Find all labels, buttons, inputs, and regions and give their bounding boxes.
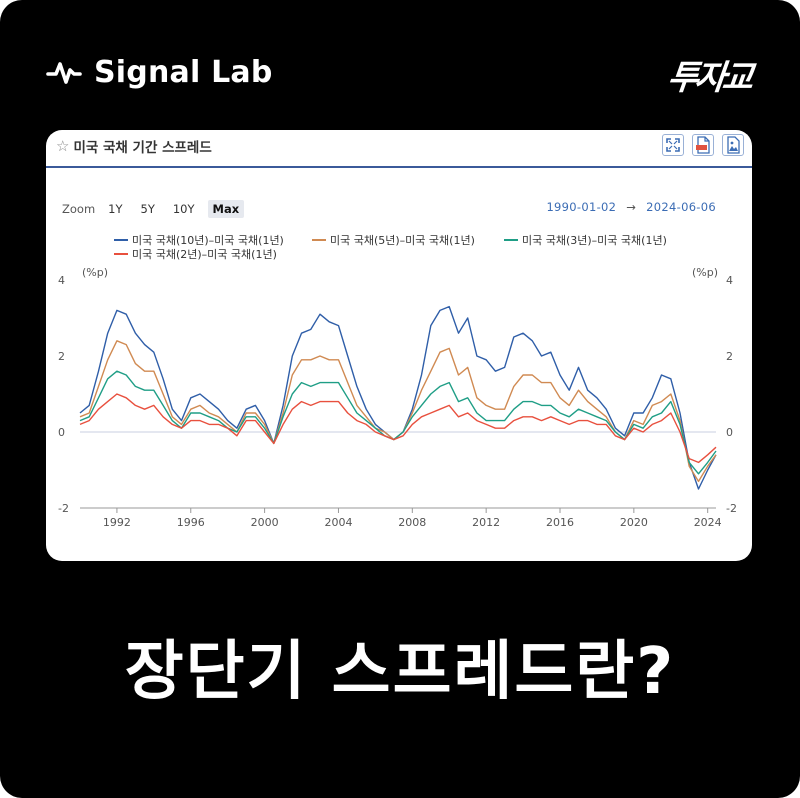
zoom-max-button[interactable]: Max xyxy=(207,200,245,218)
x-tick-label: 2004 xyxy=(324,516,352,529)
legend-item-3y-1y[interactable]: 미국 국채(3년)–미국 국채(1년) xyxy=(504,232,667,248)
y-tick-label-right: 0 xyxy=(726,426,733,439)
y-axis-label-left: (%p) xyxy=(82,266,108,279)
headline: 장단기 스프레드란? xyxy=(124,635,676,709)
series-line-0 xyxy=(79,305,717,490)
brand-logo: 투자교 xyxy=(665,58,752,98)
x-tick-label: 2012 xyxy=(472,516,500,529)
chart-title: ☆ 미국 국채 기간 스프레드 xyxy=(56,136,212,156)
legend-swatch xyxy=(504,239,518,241)
y-tick-label-right: 2 xyxy=(726,350,733,363)
chart-card: ☆ 미국 국채 기간 스프레드 xyxy=(46,130,752,561)
legend-swatch xyxy=(114,253,128,255)
y-tick-label-right: -2 xyxy=(726,502,737,515)
range-start-input[interactable]: 1990-01-02 xyxy=(546,200,617,214)
download-pdf-icon[interactable] xyxy=(692,134,714,156)
y-tick-label-left: 0 xyxy=(58,426,65,439)
series-line-3 xyxy=(79,393,717,464)
x-tick-label: 1992 xyxy=(103,516,131,529)
star-icon[interactable]: ☆ xyxy=(56,137,70,155)
fullscreen-icon[interactable] xyxy=(662,134,684,156)
range-arrow: → xyxy=(626,200,637,214)
zoom-10y-button[interactable]: 10Y xyxy=(172,202,195,216)
y-tick-label-left: 4 xyxy=(58,274,65,287)
zoom-1y-button[interactable]: 1Y xyxy=(108,202,123,216)
y-tick-label-left: 2 xyxy=(58,350,65,363)
chart-card-header: ☆ 미국 국채 기간 스프레드 xyxy=(46,130,752,168)
brand-name: Signal Lab xyxy=(94,54,273,90)
legend-label: 미국 국채(3년)–미국 국채(1년) xyxy=(522,234,667,247)
spread-line-chart: (%p) (%p) -2 -2 0 0 2 2 4 4 1992 1996 2000 2004 2008… xyxy=(58,266,737,529)
y-tick-label-left: -2 xyxy=(58,502,69,515)
pulse-icon xyxy=(46,62,82,84)
range-end-input[interactable]: 2024-06-06 xyxy=(646,200,716,214)
series-line-2 xyxy=(79,370,717,475)
legend-label: 미국 국채(10년)–미국 국채(1년) xyxy=(132,234,284,247)
x-tick-label: 2024 xyxy=(694,516,722,529)
date-range: 1990-01-02 → 2024-06-06 xyxy=(546,200,716,214)
zoom-label: Zoom xyxy=(62,202,96,216)
legend-swatch xyxy=(114,239,128,241)
x-tick-label: 2020 xyxy=(620,516,648,529)
legend-label: 미국 국채(2년)–미국 국채(1년) xyxy=(132,248,277,261)
y-tick-label-right: 4 xyxy=(726,274,733,287)
brand: Signal Lab xyxy=(46,52,273,92)
download-image-icon[interactable] xyxy=(722,134,744,156)
legend-label: 미국 국채(5년)–미국 국채(1년) xyxy=(330,234,475,247)
x-tick-label: 1996 xyxy=(177,516,205,529)
series-line-1 xyxy=(79,340,717,483)
legend-item-10y-1y[interactable]: 미국 국채(10년)–미국 국채(1년) xyxy=(114,232,284,248)
x-tick-label: 2008 xyxy=(398,516,426,529)
legend-item-5y-1y[interactable]: 미국 국채(5년)–미국 국채(1년) xyxy=(312,232,475,248)
x-tick-label: 2016 xyxy=(546,516,574,529)
legend-swatch xyxy=(312,239,326,241)
legend-item-2y-1y[interactable]: 미국 국채(2년)–미국 국채(1년) xyxy=(114,246,277,262)
x-tick-label: 2000 xyxy=(251,516,279,529)
chart-title-text: 미국 국채 기간 스프레드 xyxy=(73,140,212,156)
zoom-5y-button[interactable]: 5Y xyxy=(140,202,155,216)
y-axis-label-right: (%p) xyxy=(692,266,718,279)
zoom-controls: Zoom 1Y 5Y 10Y Max xyxy=(62,200,245,218)
